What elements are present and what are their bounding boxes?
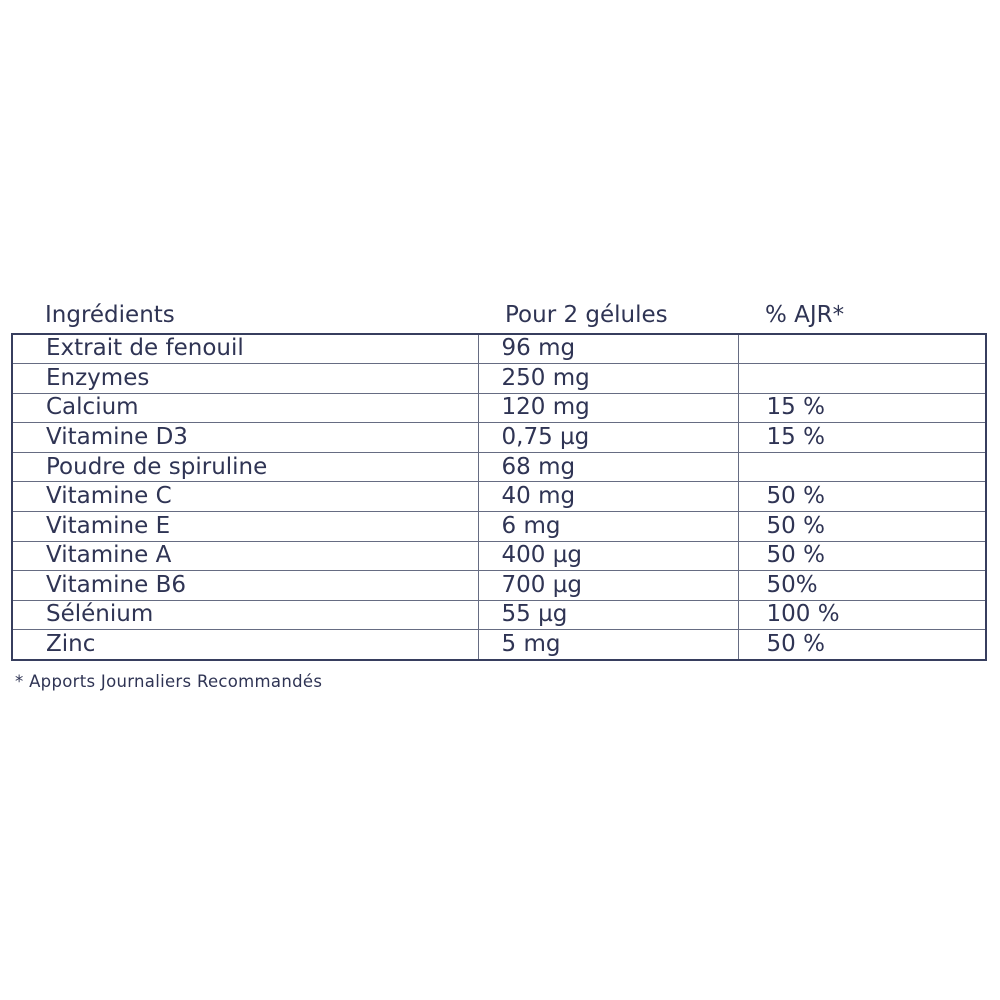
table-header-row: Ingrédients Pour 2 gélules % AJR* bbox=[11, 297, 985, 333]
amount-cell: 250 mg bbox=[477, 363, 739, 394]
table-row: Vitamine C 40 mg 50 % bbox=[11, 481, 987, 513]
ingredient-cell: Enzymes bbox=[11, 363, 479, 394]
ajr-cell: 50 % bbox=[737, 481, 987, 513]
ingredient-cell: Calcium bbox=[11, 392, 479, 424]
table-row: Extrait de fenouil 96 mg bbox=[11, 333, 987, 365]
table-row: Calcium 120 mg 15 % bbox=[11, 392, 987, 424]
table-row: Vitamine D3 0,75 µg 15 % bbox=[11, 422, 987, 453]
ajr-cell bbox=[737, 333, 987, 365]
ajr-cell bbox=[737, 451, 987, 483]
ingredient-cell: Vitamine A bbox=[11, 540, 479, 572]
ingredient-cell: Vitamine C bbox=[11, 481, 479, 513]
ajr-cell: 100 % bbox=[737, 599, 987, 631]
table-row: Poudre de spiruline 68 mg bbox=[11, 451, 987, 483]
amount-cell: 6 mg bbox=[477, 511, 739, 542]
amount-cell: 120 mg bbox=[477, 392, 739, 424]
ajr-cell: 50 % bbox=[737, 511, 987, 542]
table-row: Zinc 5 mg 50 % bbox=[11, 629, 987, 661]
amount-cell: 0,75 µg bbox=[477, 422, 739, 453]
amount-cell: 400 µg bbox=[477, 540, 739, 572]
col-header-per-2-capsules: Pour 2 gélules bbox=[505, 302, 668, 329]
table-row: Enzymes 250 mg bbox=[11, 363, 987, 394]
table-row: Vitamine E 6 mg 50 % bbox=[11, 511, 987, 542]
ingredient-cell: Vitamine B6 bbox=[11, 570, 479, 601]
ingredient-cell: Poudre de spiruline bbox=[11, 451, 479, 483]
ajr-cell bbox=[737, 363, 987, 394]
ajr-cell: 50% bbox=[737, 570, 987, 601]
amount-cell: 700 µg bbox=[477, 570, 739, 601]
ingredients-table: Extrait de fenouil 96 mg Enzymes 250 mg … bbox=[11, 333, 987, 661]
ingredient-cell: Vitamine E bbox=[11, 511, 479, 542]
table-row: Vitamine A 400 µg 50 % bbox=[11, 540, 987, 572]
amount-cell: 5 mg bbox=[477, 629, 739, 661]
ajr-cell: 50 % bbox=[737, 540, 987, 572]
col-header-ajr-percent: % AJR* bbox=[765, 302, 845, 329]
table-row: Vitamine B6 700 µg 50% bbox=[11, 570, 987, 601]
ajr-cell: 50 % bbox=[737, 629, 987, 661]
nutrition-facts-panel: Ingrédients Pour 2 gélules % AJR* Extrai… bbox=[11, 297, 987, 691]
ingredient-cell: Zinc bbox=[11, 629, 479, 661]
amount-cell: 96 mg bbox=[477, 333, 739, 365]
ajr-footnote: * Apports Journaliers Recommandés bbox=[15, 671, 323, 691]
amount-cell: 55 µg bbox=[477, 599, 739, 631]
ingredient-cell: Vitamine D3 bbox=[11, 422, 479, 453]
amount-cell: 40 mg bbox=[477, 481, 739, 513]
ajr-cell: 15 % bbox=[737, 422, 987, 453]
amount-cell: 68 mg bbox=[477, 451, 739, 483]
table-row: Sélénium 55 µg 100 % bbox=[11, 599, 987, 631]
col-header-ingredients: Ingrédients bbox=[45, 302, 175, 329]
ingredient-cell: Sélénium bbox=[11, 599, 479, 631]
ingredient-cell: Extrait de fenouil bbox=[11, 333, 479, 365]
ajr-cell: 15 % bbox=[737, 392, 987, 424]
